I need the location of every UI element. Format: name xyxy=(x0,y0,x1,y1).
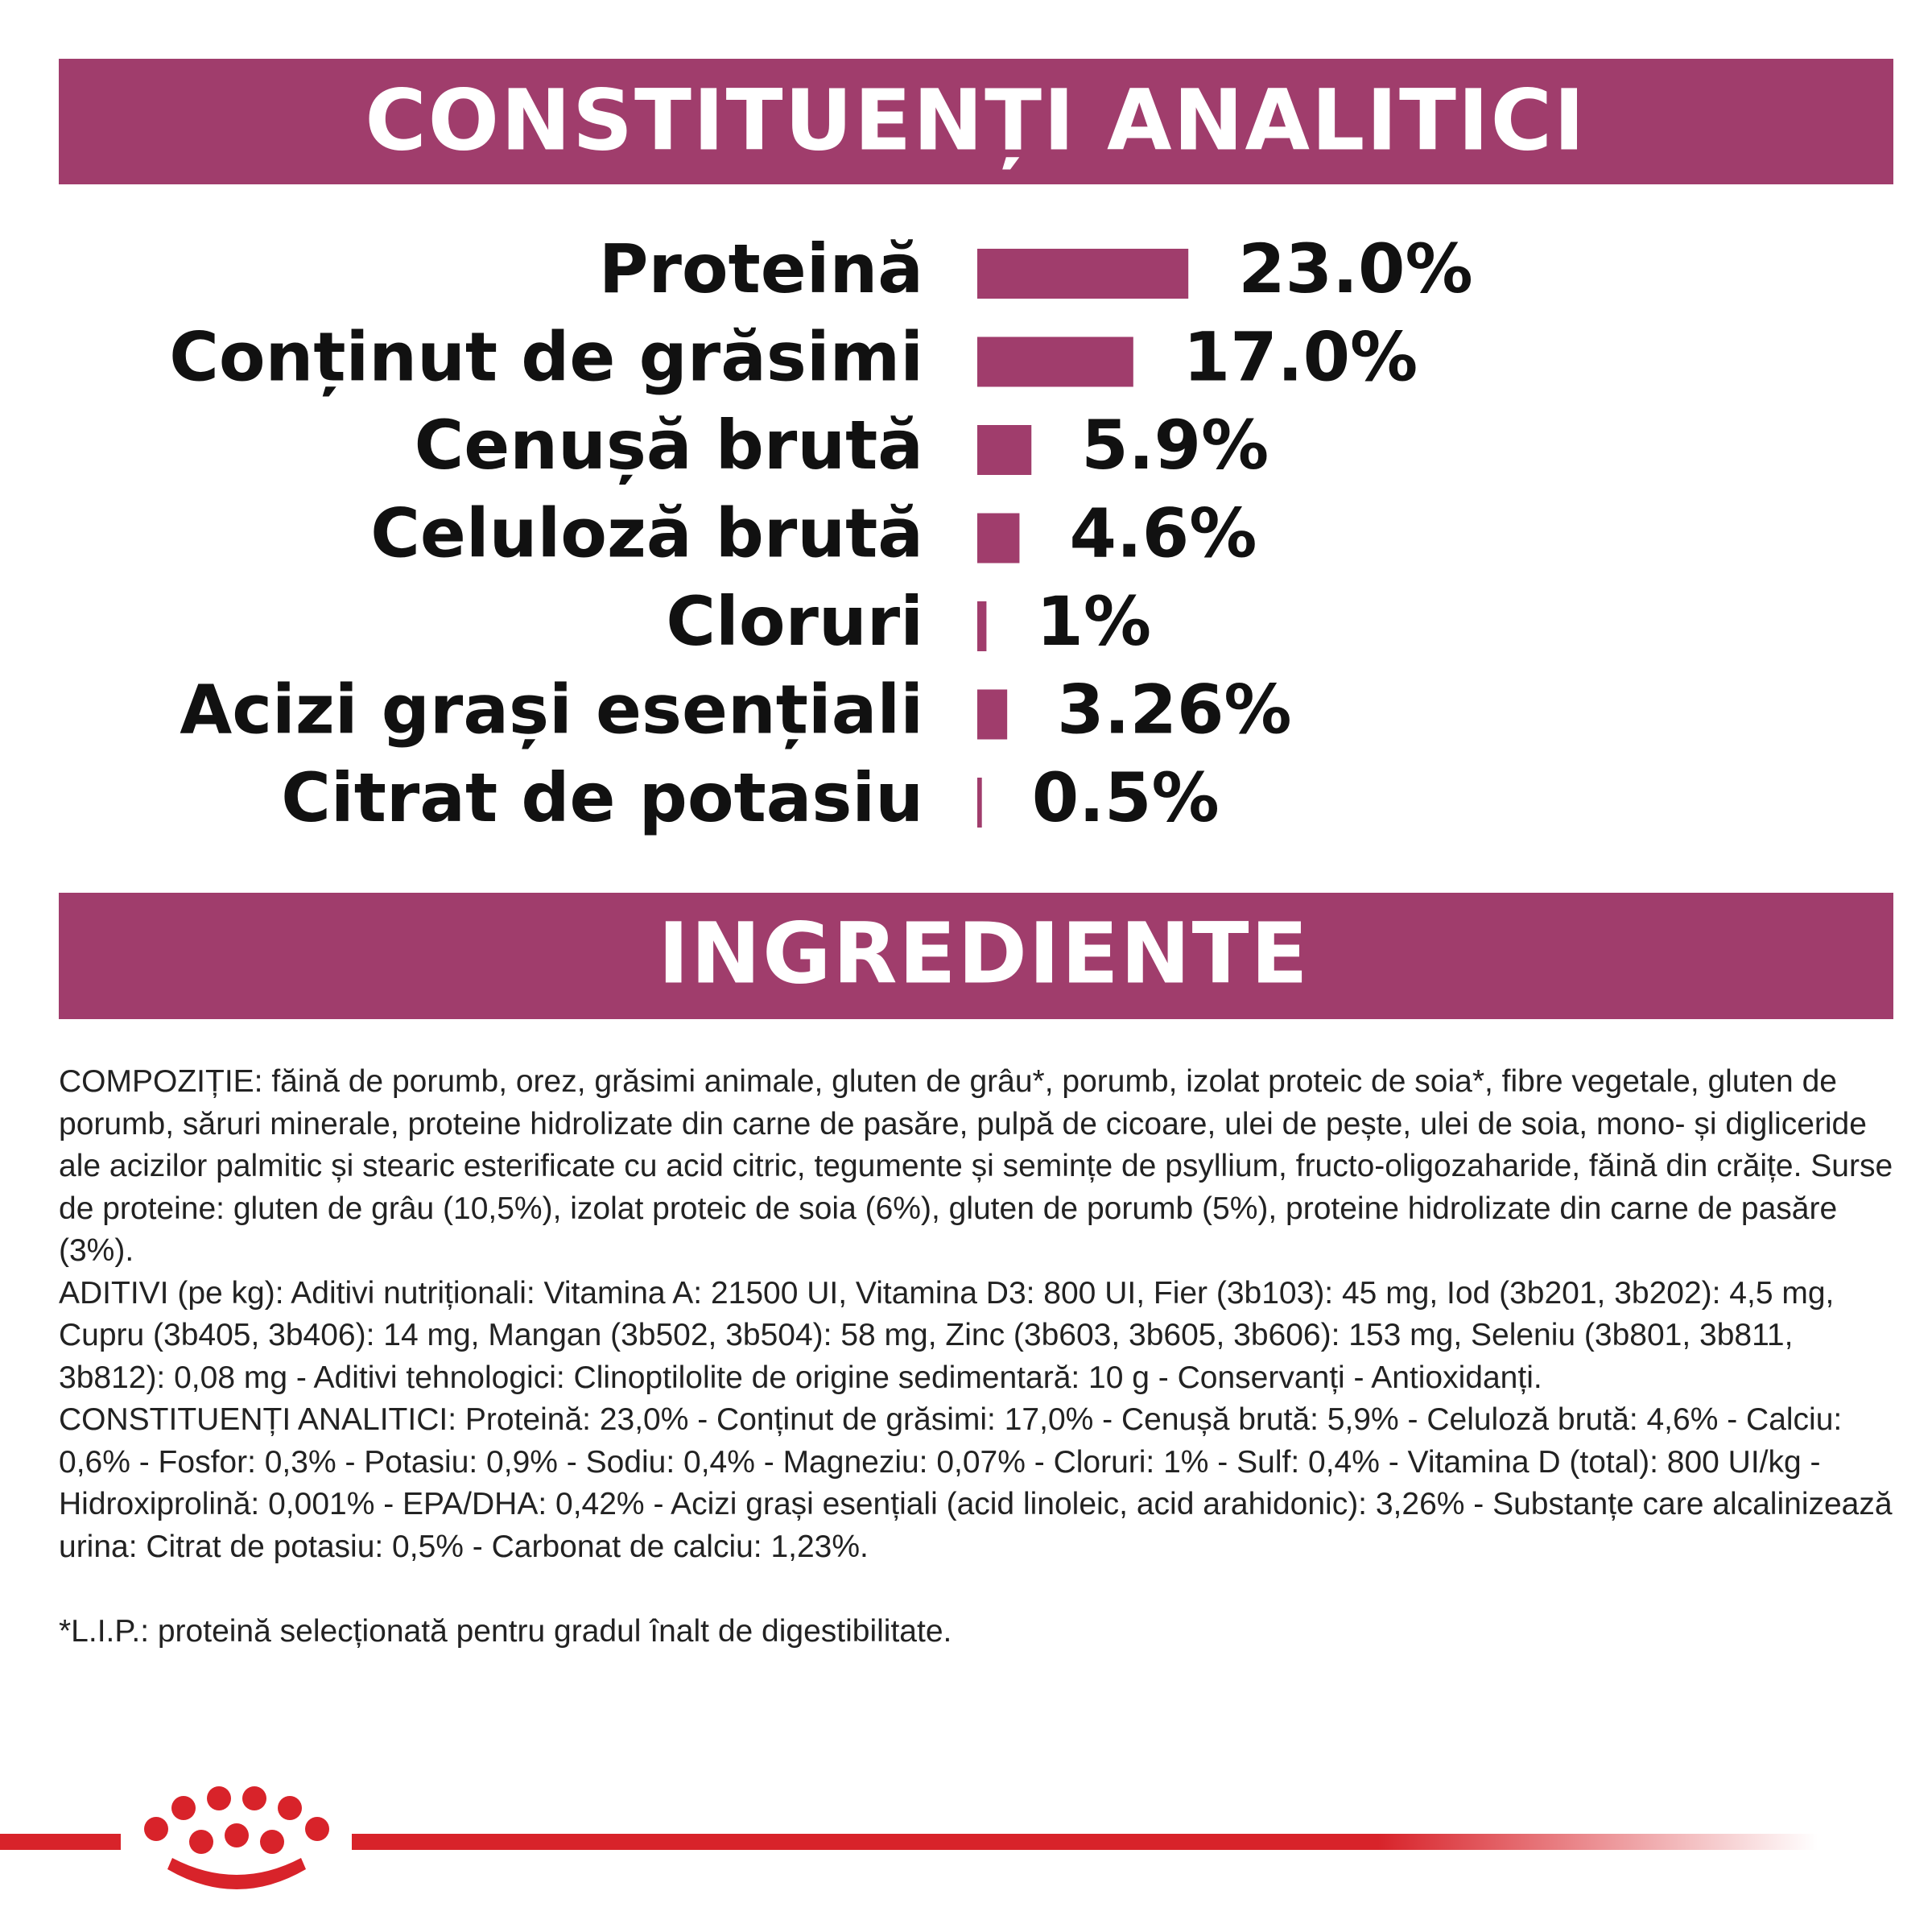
category-label: Acizi grași esențiali xyxy=(180,670,923,749)
bar xyxy=(977,425,1032,475)
category-label: Citrat de potasiu xyxy=(281,758,923,837)
value-label: 1% xyxy=(1036,582,1151,661)
bar xyxy=(977,778,982,828)
category-label: Conținut de grăsimi xyxy=(169,317,923,396)
header-band xyxy=(59,59,1893,184)
footer-line xyxy=(0,1834,121,1850)
value-label: 17.0% xyxy=(1183,317,1418,396)
paragraph: COMPOZIȚIE: făină de porumb, orez, grăsi… xyxy=(59,1064,1893,1268)
category-label: Celuloză brută xyxy=(370,493,923,572)
value-label: 3.26% xyxy=(1057,670,1291,749)
bar xyxy=(977,513,1020,564)
value-label: 4.6% xyxy=(1069,493,1257,572)
section-title: INGREDIENTE xyxy=(658,904,1309,1002)
paragraph: CONSTITUENȚI ANALITICI: Proteină: 23,0% … xyxy=(59,1402,1893,1564)
header-band xyxy=(59,893,1893,1019)
paragraph: ADITIVI (pe kg): Aditivi nutriționali: V… xyxy=(59,1275,1835,1395)
bar xyxy=(977,336,1133,387)
value-label: 0.5% xyxy=(1032,758,1220,837)
logo xyxy=(144,1786,329,1889)
chart-title: CONSTITUENȚI ANALITICI xyxy=(365,71,1586,169)
category-label: Proteină xyxy=(599,229,923,308)
bar xyxy=(977,601,987,651)
bar xyxy=(977,689,1008,740)
value-label: 23.0% xyxy=(1238,229,1472,308)
bar xyxy=(977,249,1189,299)
value-label: 5.9% xyxy=(1081,406,1269,485)
footer-line xyxy=(352,1834,1818,1850)
category-label: Cenușă brută xyxy=(415,406,923,485)
category-label: Cloruri xyxy=(666,582,923,661)
ingredients-text: COMPOZIȚIE: făină de porumb, orez, grăsi… xyxy=(59,1061,1902,1653)
footnote: *L.I.P.: proteină selecționată pentru gr… xyxy=(59,1613,952,1649)
